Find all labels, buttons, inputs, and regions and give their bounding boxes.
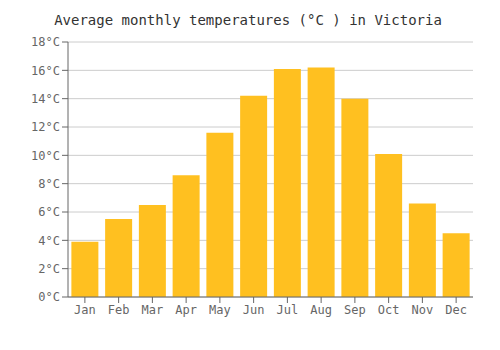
svg-text:Oct: Oct [378, 303, 400, 317]
svg-text:14°C: 14°C [31, 92, 60, 106]
svg-text:2°C: 2°C [38, 262, 60, 276]
svg-text:Jul: Jul [277, 303, 299, 317]
svg-text:8°C: 8°C [38, 177, 60, 191]
svg-text:10°C: 10°C [31, 149, 60, 163]
svg-text:Aug: Aug [310, 303, 332, 317]
svg-text:12°C: 12°C [31, 120, 60, 134]
svg-text:18°C: 18°C [31, 35, 60, 49]
svg-text:Sep: Sep [344, 303, 366, 317]
svg-text:May: May [209, 303, 231, 317]
svg-text:16°C: 16°C [31, 64, 60, 78]
svg-text:Nov: Nov [412, 303, 434, 317]
svg-text:Feb: Feb [108, 303, 130, 317]
svg-text:Dec: Dec [445, 303, 467, 317]
svg-text:0°C: 0°C [38, 290, 60, 304]
svg-text:Jun: Jun [243, 303, 265, 317]
svg-text:4°C: 4°C [38, 234, 60, 248]
html-text:Average monthly temperatures (: Average monthly temperatures (°C ) in Vi… [54, 12, 442, 28]
svg-text:6°C: 6°C [38, 205, 60, 219]
svg-text:Mar: Mar [142, 303, 164, 317]
svg-text:Apr: Apr [175, 303, 197, 317]
svg-text:Jan: Jan [74, 303, 96, 317]
